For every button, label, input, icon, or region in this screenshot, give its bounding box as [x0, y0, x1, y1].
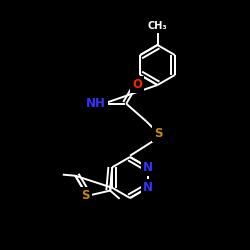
Text: N: N [143, 161, 153, 174]
Text: CH₃: CH₃ [148, 21, 167, 31]
Text: NH: NH [86, 97, 106, 110]
Text: S: S [154, 127, 163, 140]
Text: O: O [132, 78, 142, 91]
Text: N: N [143, 181, 153, 194]
Text: S: S [81, 189, 90, 202]
